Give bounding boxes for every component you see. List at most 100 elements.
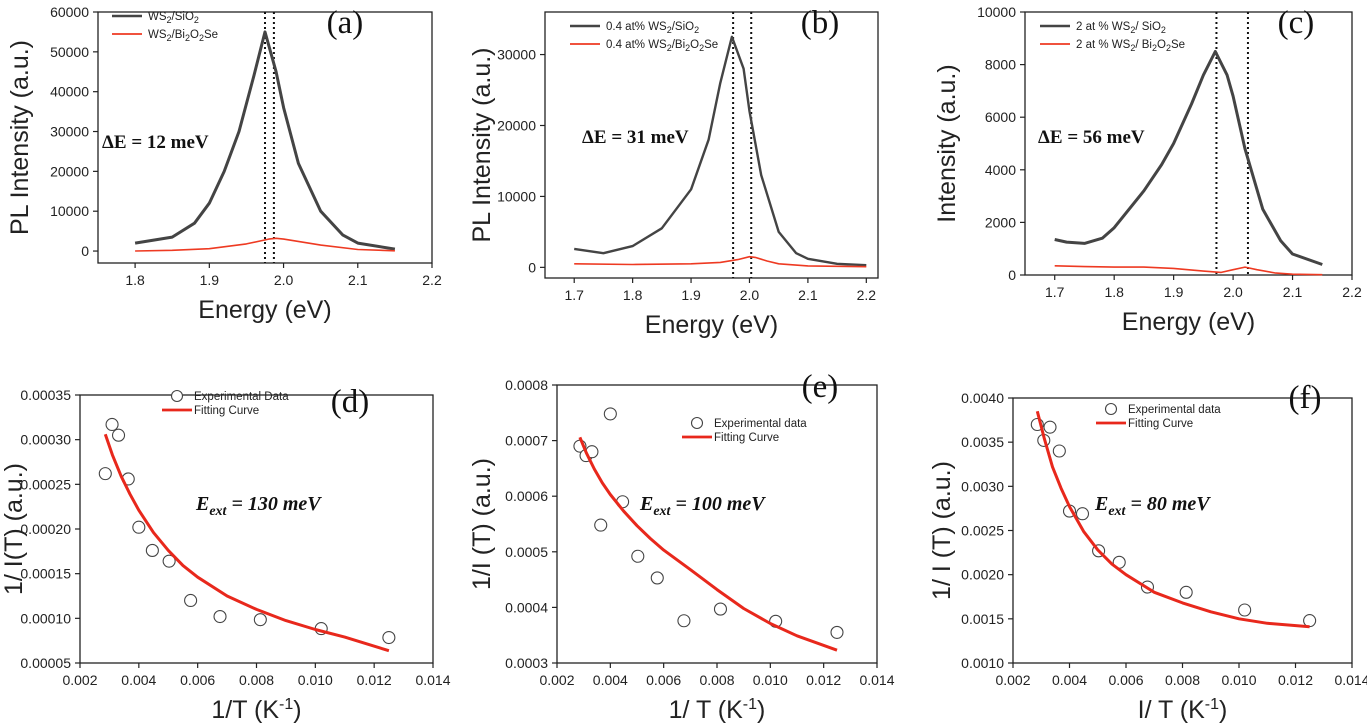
x-tick-label: 0.014 xyxy=(1334,672,1367,688)
x-tick-label: 0.004 xyxy=(121,672,156,688)
legend-label: Experimental data xyxy=(714,418,807,430)
y-tick-label: 0.0004 xyxy=(505,599,548,615)
x-axis-label-superscript: -1 xyxy=(279,696,293,713)
legend-subscript: 2 xyxy=(1166,43,1171,53)
y-tick-label: 0.0030 xyxy=(961,478,1004,494)
x-tick-label: 0.010 xyxy=(753,672,788,688)
y-tick-label: 0 xyxy=(528,259,536,275)
data-point xyxy=(98,467,112,481)
legend-point-symbol xyxy=(1104,402,1118,416)
legend-label: Fitting Curve xyxy=(1128,418,1193,430)
y-axis-label: PL Intensity (a.u.) xyxy=(468,48,496,243)
x-tick-label: 0.006 xyxy=(1108,672,1143,688)
legend-text: O xyxy=(190,29,199,41)
data-point xyxy=(1303,614,1317,628)
plot-frame xyxy=(1012,397,1353,664)
legend-text: /SiO xyxy=(672,21,694,33)
y-tick-label: 0.00015 xyxy=(20,566,71,582)
x-tick-label: 1.9 xyxy=(200,272,220,288)
series-line xyxy=(1054,50,1323,266)
annotation-text-part: = 100 meV xyxy=(670,493,766,515)
y-axis-label: 1/I (T) (a.u.) xyxy=(468,458,496,590)
y-tick-label: 0.00035 xyxy=(20,387,71,403)
x-tick-label: 0.012 xyxy=(357,672,392,688)
data-point xyxy=(105,417,119,432)
y-tick-label: 2000 xyxy=(985,214,1016,230)
x-axis-label-text: ) xyxy=(1219,696,1227,724)
legend-text: Se xyxy=(204,29,218,41)
data-point xyxy=(1052,444,1066,458)
annotation-subscript: ext xyxy=(653,504,671,519)
data-point xyxy=(1043,420,1057,434)
y-tick-label: 0.0035 xyxy=(961,434,1004,450)
chart-panel-5: 0.002 0.004 0.006 0.008 0.010 0.012 0.014 0.000… xyxy=(468,369,895,724)
y-tick-label: 10000 xyxy=(50,203,89,219)
y-axis-label: PL Intensity (a.u.) xyxy=(6,40,34,235)
series-line xyxy=(1054,265,1323,276)
x-axis-label-superscript: -1 xyxy=(743,696,757,713)
y-axis-label: Intensity (a.u.) xyxy=(933,64,961,222)
x-axis-label: Energy (eV) xyxy=(645,311,778,339)
y-tick-label: 0.00010 xyxy=(20,610,71,626)
y-tick-label: 0.0020 xyxy=(961,567,1004,583)
annotation-text-part: = 130 meV xyxy=(226,493,322,515)
data-point xyxy=(650,571,664,585)
x-tick-label: 0.014 xyxy=(415,672,450,688)
legend-text: 0.4 at% WS xyxy=(606,21,667,33)
x-tick-label: 1.7 xyxy=(564,287,584,303)
data-point xyxy=(830,625,844,639)
annotation-text: Eext = 100 meV xyxy=(639,493,766,519)
legend-subscript: 2 xyxy=(685,43,690,53)
data-point xyxy=(713,602,728,616)
legend-text: WS xyxy=(148,29,167,41)
legend-subscript: 2 xyxy=(1130,25,1135,35)
y-axis-label: 1/ I (T) (a.u.) xyxy=(928,461,956,600)
x-tick-label: 2.2 xyxy=(857,287,877,303)
y-tick-label: 0.00005 xyxy=(20,655,71,671)
data-point xyxy=(145,543,159,557)
x-tick-label: 2.0 xyxy=(1223,284,1243,300)
legend-point-symbol xyxy=(690,416,704,430)
legend-label: 2 at % WS2/ Bi2O2Se xyxy=(1076,39,1185,53)
legend-label: Experimental Data xyxy=(194,391,289,403)
x-tick-label: 2.1 xyxy=(798,287,818,303)
annotation-text-part: E xyxy=(1094,493,1108,515)
legend-subscript: 2 xyxy=(667,43,672,53)
annotation-text-part: E xyxy=(195,493,209,515)
x-axis-label-text: ) xyxy=(293,696,301,724)
x-tick-label: 2.1 xyxy=(1283,284,1303,300)
y-tick-label: 10000 xyxy=(977,4,1016,20)
panel-label: (e) xyxy=(802,369,839,405)
chart-panel-1: 1.8 1.9 2.0 2.1 2.2 0 10000 20000 30000 40000 5000… xyxy=(6,4,442,324)
y-tick-label: 0.00020 xyxy=(20,521,71,537)
panel-label: (c) xyxy=(1278,5,1315,41)
annotation-text: ΔE = 56 meV xyxy=(1038,127,1145,148)
y-tick-label: 30000 xyxy=(497,47,536,63)
x-axis-label-text: ) xyxy=(757,696,765,724)
x-tick-label: 1.9 xyxy=(1164,284,1184,300)
data-point xyxy=(677,614,691,628)
legend-text: /SiO xyxy=(172,11,194,23)
y-tick-label: 0 xyxy=(81,243,89,259)
legend-subscript: 2 xyxy=(199,33,204,43)
data-point xyxy=(1179,585,1193,599)
legend-text: Se xyxy=(1171,39,1185,51)
y-tick-label: 0.0015 xyxy=(961,611,1004,627)
x-tick-label: 0.002 xyxy=(539,672,574,688)
annotation-subscript: ext xyxy=(209,504,227,519)
x-tick-label: 0.004 xyxy=(1052,672,1087,688)
x-axis-label: Energy (eV) xyxy=(198,296,331,324)
x-axis-label-text: I/ T (K xyxy=(1138,696,1205,724)
x-tick-label: 0.010 xyxy=(298,672,333,688)
legend-subscript: 2 xyxy=(167,15,172,25)
legend-subscript: 2 xyxy=(185,33,190,43)
series-line xyxy=(574,35,867,267)
y-tick-label: 10000 xyxy=(497,188,536,204)
y-tick-label: 0.0025 xyxy=(961,523,1004,539)
panel-label: (d) xyxy=(331,384,369,420)
legend-label: Experimental data xyxy=(1128,404,1221,416)
y-tick-label: 0.0008 xyxy=(505,377,548,393)
legend-label: Fitting Curve xyxy=(194,405,259,417)
legend-text: Se xyxy=(704,39,718,51)
y-tick-label: 60000 xyxy=(50,4,89,20)
